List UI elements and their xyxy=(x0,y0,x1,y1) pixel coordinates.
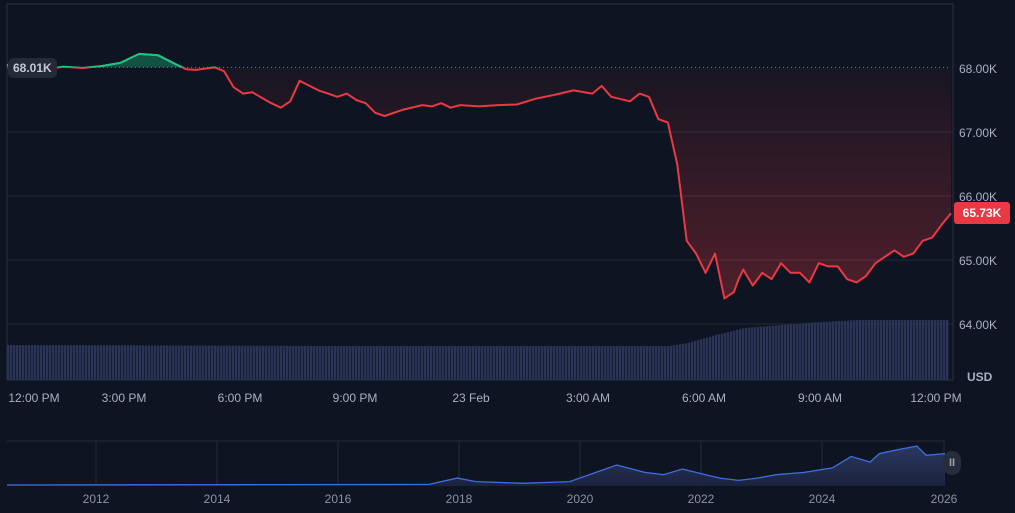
navigator-year-label: 2014 xyxy=(203,492,231,506)
navigator-year-label: 2022 xyxy=(687,492,715,506)
time-tick-label: 9:00 PM xyxy=(332,391,378,405)
time-tick-label: 6:00 AM xyxy=(681,391,727,405)
navigator-area xyxy=(7,446,945,486)
volume-bars xyxy=(7,320,949,380)
current-price-tag: 65.73K xyxy=(954,202,1010,224)
navigator-year-label: 2024 xyxy=(808,492,836,506)
price-tick-label: 64.00K xyxy=(959,318,998,332)
time-tick-label: 6:00 PM xyxy=(217,391,263,405)
navigator-year-label: 2026 xyxy=(930,492,958,506)
price-tick-label: 68.00K xyxy=(959,62,998,76)
time-tick-label: 9:00 AM xyxy=(797,391,843,405)
time-tick-label: 12:00 PM xyxy=(910,391,962,405)
navigator-year-label: 2018 xyxy=(445,492,473,506)
price-tick-label: 67.00K xyxy=(959,126,998,140)
price-line-down xyxy=(6,52,952,300)
navigator-year-label: 2016 xyxy=(324,492,352,506)
navigator-year-label: 2020 xyxy=(566,492,594,506)
time-tick-label: 12:00 PM xyxy=(8,391,60,405)
time-tick-label: 3:00 AM xyxy=(565,391,611,405)
time-tick-label: 23 Feb xyxy=(452,391,490,405)
navigator-year-label: 2012 xyxy=(82,492,110,506)
navigator-handle[interactable]: II xyxy=(943,451,961,475)
navigator-grid xyxy=(7,440,945,486)
currency-label[interactable]: USD xyxy=(967,370,993,384)
price-tick-label: 66.00K xyxy=(959,190,998,204)
price-tick-label: 65.00K xyxy=(959,254,998,268)
navigator-line[interactable] xyxy=(6,445,946,486)
reference-price-tag: 68.01K xyxy=(8,58,57,78)
time-tick-label: 3:00 PM xyxy=(101,391,147,405)
price-area-down xyxy=(22,67,951,299)
pause-icon: II xyxy=(948,457,956,469)
